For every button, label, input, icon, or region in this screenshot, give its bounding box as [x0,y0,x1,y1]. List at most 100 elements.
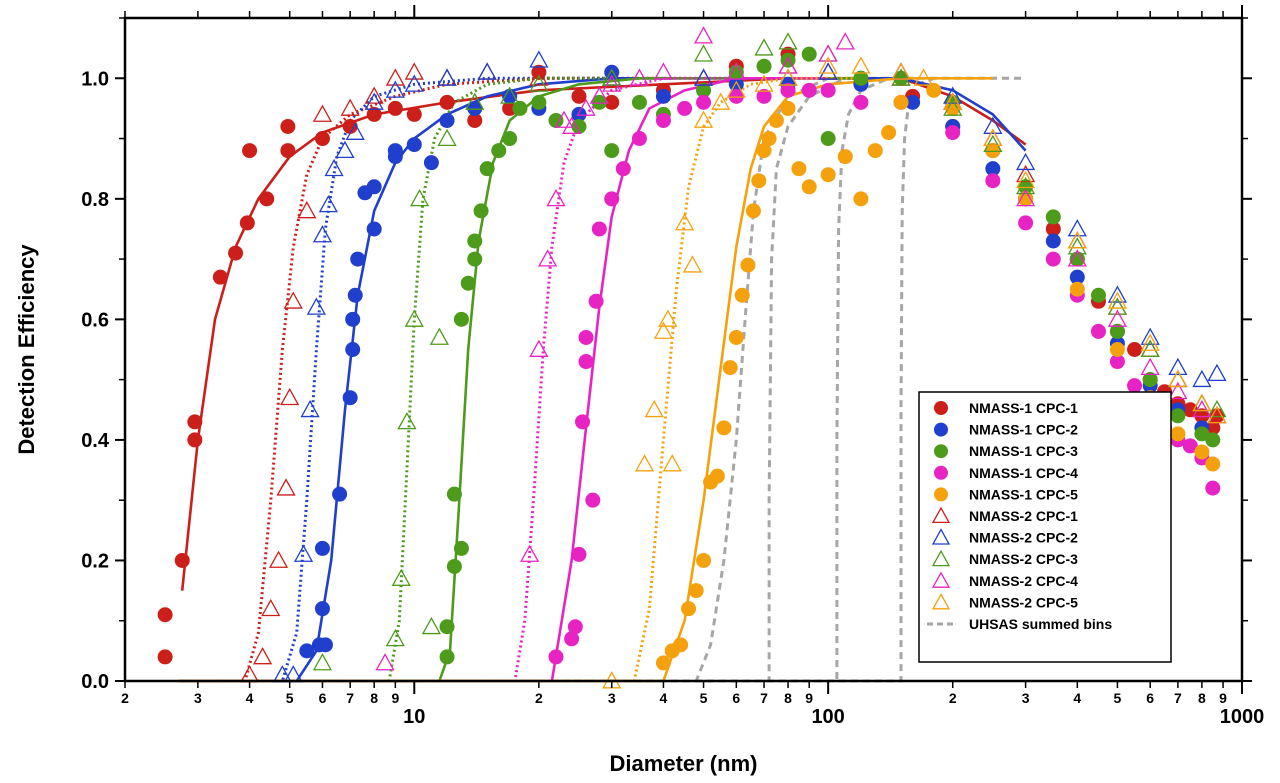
nmass-2-cpc-4-point [835,32,855,50]
nmass-2-cpc-5-point [754,74,774,92]
nmass-1-cpc-5-point [1069,281,1085,297]
nmass-2-cpc-1-point [364,86,384,104]
legend-marker [934,401,948,415]
nmass-2-cpc-5-point [1207,405,1227,424]
nmass-2-cpc-3-point [500,86,520,104]
nmass-1-cpc-3-point [728,64,744,80]
nmass-2-cpc-1-point [1067,231,1087,249]
nmass-1-cpc-2-point [342,390,358,406]
nmass-1-cpc-5-point [761,131,777,147]
nmass-2-cpc-4-point [778,56,798,74]
nmass-1-cpc-5-point [696,552,712,568]
x-minor-tick-label: 6 [1146,690,1154,706]
nmass-1-cpc-1-point [187,414,203,430]
nmass-2-cpc-4-point [576,98,596,116]
legend-marker [934,444,948,459]
legend-marker [931,506,951,524]
nmass-2-cpc-4-point [529,339,549,357]
x-minor-tick-label: 4 [660,690,668,706]
nmass-2-cpc-2-point [1015,152,1036,171]
nmass-2-cpc-3-point [1140,339,1160,357]
nmass-1-cpc-4-point [578,354,594,370]
y-tick-label: 0.6 [81,309,109,331]
nmass-1-cpc-5-point [716,420,732,436]
nmass-1-cpc-5-point [751,173,767,189]
x-minor-tick-label: 9 [391,690,399,706]
nmass-2-cpc-2-point [1168,357,1188,376]
nmass-2-cpc-5-point [693,110,714,128]
x-minor-tick-label: 5 [1114,690,1122,706]
uhsas-curve-4 [178,76,935,683]
nmass-2-cpc-5-point [983,128,1003,146]
nmass-1-cpc-3-point [479,161,495,177]
nmass-2-cpc-2-point [1067,219,1087,237]
nmass-1-cpc-5-point [881,125,897,141]
nmass-1-cpc-3-point [1205,432,1221,448]
nmass-2-cpc-1-point [1015,164,1036,183]
nmass-1-cpc-5-point [681,601,697,617]
nmass-2-cpc-2-point [818,62,838,80]
nmass-2-cpc-5-point [943,92,963,110]
fit-curve-4 [178,76,612,683]
nmass-1-cpc-3-point [591,94,607,110]
nmass-2-cpc-5-point [1168,369,1188,388]
nmass-1-cpc-2-point [423,155,439,171]
nmass-1-cpc-1-point [387,100,403,116]
nmass-1-cpc-1-point [157,607,173,623]
x-minor-tick-label: 8 [784,690,792,706]
y-tick-label: 1.0 [81,68,109,90]
nmass-2-cpc-3-point [754,38,774,56]
nmass-1-cpc-1-point [502,100,518,116]
legend-marker [931,549,951,567]
nmass-1-cpc-3-point [1170,408,1186,424]
nmass-1-cpc-4-point [567,619,583,635]
nmass-1-cpc-3-point [801,46,817,62]
nmass-1-cpc-1-point [571,88,587,104]
legend-label: NMASS-1 CPC-1 [969,400,1078,416]
legend-label: NMASS-1 CPC-3 [969,443,1078,459]
nmass-1-cpc-3-point [1045,209,1061,225]
legend-label: NMASS-2 CPC-3 [969,551,1078,567]
nmass-2-cpc-2-point [943,86,963,104]
nmass-1-cpc-2-point [299,643,315,659]
x-minor-tick-label: 3 [194,690,202,706]
nmass-2-cpc-5-point [818,56,838,74]
fit-curve-9 [178,77,993,683]
nmass-1-cpc-5-point [655,655,671,671]
nmass-1-cpc-4-point [801,82,817,98]
x-minor-tick-label: 7 [760,690,768,706]
nmass-2-cpc-2-point [312,225,333,243]
legend-marker [934,465,948,480]
nmass-1-cpc-1-point [242,143,258,159]
nmass-1-cpc-4-point [780,82,796,98]
nmass-1-cpc-1-point [259,191,275,207]
nmass-1-cpc-5-point [985,143,1001,159]
nmass-1-cpc-4-point [820,82,836,98]
nmass-1-cpc-3-point [502,131,518,147]
nmass-2-cpc-3-point [1015,176,1036,195]
nmass-1-cpc-1-point [187,432,203,448]
fit-curve-2 [178,76,664,683]
nmass-2-cpc-3-point [391,568,411,586]
y-tick-label: 0.4 [81,430,110,452]
nmass-1-cpc-5-point [945,100,961,116]
legend-label: NMASS-1 CPC-5 [969,486,1078,502]
x-minor-tick-label: 6 [319,690,327,706]
nmass-2-cpc-1-point [529,68,549,86]
nmass-1-cpc-2-point [347,287,363,303]
nmass-2-cpc-3-point [529,74,549,92]
nmass-2-cpc-4-point [1067,249,1087,267]
nmass-2-cpc-2-point [1207,363,1227,382]
nmass-2-cpc-5-point [662,454,682,472]
nmass-1-cpc-5-point [688,583,704,599]
nmass-1-cpc-3-point [548,112,564,128]
nmass-1-cpc-2-point [366,221,382,237]
nmass-1-cpc-1-point [157,649,173,665]
nmass-2-cpc-5-point [658,309,678,327]
uhsas-curve-2 [178,76,846,683]
nmass-1-cpc-5-point [926,82,942,98]
nmass-1-cpc-2-point [439,112,455,128]
nmass-1-cpc-5-point [1205,456,1221,472]
x-minor-tick-label: 5 [286,690,294,706]
nmass-1-cpc-3-point [780,52,796,68]
